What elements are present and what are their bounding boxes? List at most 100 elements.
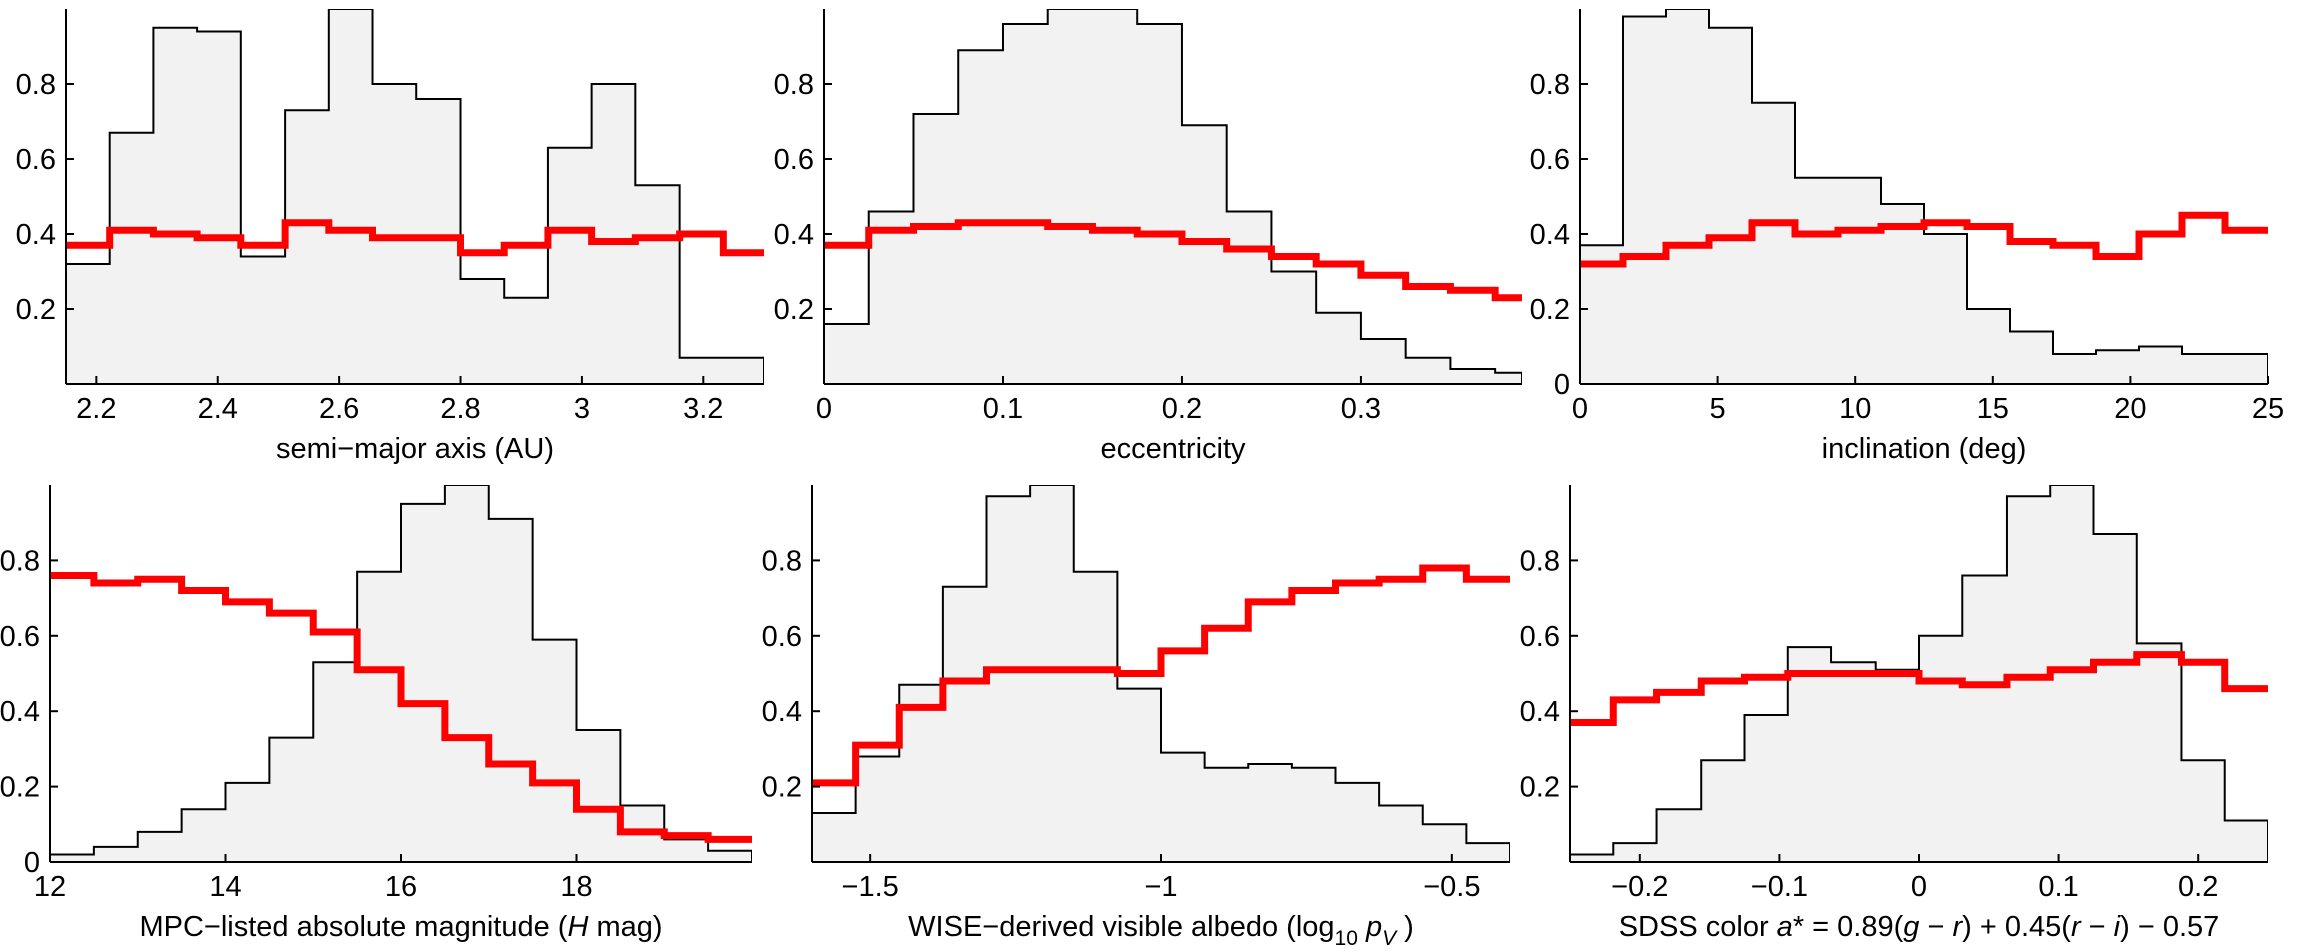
histogram-bin <box>504 298 548 384</box>
histogram-bin <box>197 32 241 385</box>
y-tick-label: 0.6 <box>16 144 56 176</box>
x-axis-label: eccentricity <box>1100 433 1246 465</box>
x-axis-label: inclination (deg) <box>1822 433 2027 465</box>
x-tick-label: 16 <box>385 871 417 903</box>
x-tick-label: 18 <box>560 871 592 903</box>
y-tick-label: 0.4 <box>1520 696 1560 728</box>
histogram-bin <box>2050 485 2093 862</box>
histogram-bin <box>1271 272 1316 385</box>
histogram-bin <box>592 84 636 384</box>
histogram-bin <box>373 84 417 384</box>
histogram-bin <box>1227 212 1272 385</box>
x-tick-label: −0.2 <box>1611 871 1668 903</box>
histogram-bin <box>913 114 958 384</box>
x-tick-label: 2.4 <box>198 393 238 425</box>
histogram-bin <box>1316 313 1361 384</box>
x-axis-label-part: a <box>1777 911 1793 943</box>
histogram-bin <box>1752 103 1795 384</box>
histogram-bin <box>94 847 138 862</box>
y-tick-label: 0.2 <box>1520 772 1560 804</box>
histogram-bin <box>2181 760 2224 862</box>
x-axis-label-part: r <box>1952 911 1963 943</box>
plot-area <box>50 485 752 862</box>
y-tick-label: 0.6 <box>774 144 814 176</box>
panel-5: −1.5 −1 −0.5 0.2 0.4 0.6 0.8 WISE−derived visib… <box>762 485 1510 950</box>
histogram-bin <box>577 730 621 862</box>
histogram-bin <box>329 9 373 384</box>
histogram-bin <box>1048 9 1093 384</box>
y-tick-label: 0.6 <box>0 621 40 653</box>
histogram-bin <box>1092 9 1137 384</box>
histogram-bin <box>461 279 505 384</box>
histogram-bin <box>489 519 533 862</box>
x-axis-label-part: r <box>2071 911 2082 943</box>
y-tick-label: 0.8 <box>762 545 802 577</box>
histogram-bin <box>723 358 764 384</box>
y-tick-label: 0.4 <box>0 696 40 728</box>
x-tick-label: 0.2 <box>1162 393 1202 425</box>
histogram-bin <box>2053 354 2096 384</box>
histogram-bin <box>708 851 752 862</box>
histogram-bin <box>1495 373 1522 384</box>
histogram-bin <box>1623 17 1666 385</box>
histogram-bin <box>869 212 914 385</box>
fraction-line <box>1570 651 2268 727</box>
x-tick-label: −0.1 <box>1751 871 1808 903</box>
histogram-bin <box>1450 369 1495 384</box>
histogram-bin <box>416 99 460 384</box>
histogram-bin <box>1570 854 1613 862</box>
histogram-bin <box>1205 768 1249 862</box>
histogram-bin <box>899 685 943 862</box>
histogram-bin <box>269 738 313 862</box>
x-tick-label: 0.2 <box>2178 871 2218 903</box>
histogram-bin <box>1003 24 1048 384</box>
panel-4: 12 14 16 18 0 0.2 0.4 0.6 0.8 MPC−listed absolute… <box>0 485 752 943</box>
histogram-bin <box>138 832 182 862</box>
histogram-bin <box>357 572 401 862</box>
x-axis-label: MPC−listed absolute magnitude (H mag) <box>139 911 662 943</box>
histogram-bin <box>445 485 489 862</box>
fraction-line <box>824 219 1522 302</box>
fraction-line <box>66 219 764 257</box>
x-axis-label: SDSS color a* = 0.89(g − r) + 0.45(r − i… <box>1619 911 2220 943</box>
x-tick-label: 2.6 <box>319 393 359 425</box>
histogram-bin <box>2137 643 2182 862</box>
x-tick-label: 0.1 <box>2038 871 2078 903</box>
y-tick-label: 0 <box>1554 369 1570 401</box>
histogram-bin <box>856 756 900 862</box>
histogram-bin <box>958 50 1003 384</box>
histogram-bin <box>1876 670 1919 862</box>
histogram-bin <box>1613 843 1656 862</box>
histogram-bin <box>1379 805 1423 862</box>
histogram-bin <box>1161 753 1205 862</box>
plot-area <box>66 9 764 384</box>
x-axis-label-part: MPC−listed absolute magnitude ( <box>139 911 567 943</box>
histogram-bin <box>548 148 592 384</box>
x-tick-label: 20 <box>2114 393 2146 425</box>
histogram-bin <box>226 783 270 862</box>
panel-2: 0 0.1 0.2 0.3 0.2 0.4 0.6 0.8 eccentricity <box>774 9 1522 465</box>
histogram-bin <box>313 662 357 862</box>
x-tick-label: 14 <box>209 871 241 903</box>
plot-area <box>824 9 1522 384</box>
x-axis-label-part: V <box>1382 927 1398 950</box>
histogram-bin <box>1466 843 1510 862</box>
histogram-bin <box>50 854 94 862</box>
y-tick-label: 0.2 <box>774 294 814 326</box>
x-axis-label-part: ) <box>1396 911 1414 943</box>
panel-1: 2.2 2.4 2.6 2.8 3 3.2 0.2 0.4 0.6 0.8 semi−major a… <box>16 9 764 465</box>
x-axis-label: semi−major axis (AU) <box>276 433 554 465</box>
histogram-bin <box>285 110 329 384</box>
y-tick-label: 0.2 <box>762 772 802 804</box>
histogram-bin <box>1745 715 1788 862</box>
histogram-bin <box>1919 636 1962 862</box>
histogram-bin <box>943 587 987 862</box>
histogram-outline <box>1570 485 2268 862</box>
y-tick-label: 0.2 <box>16 294 56 326</box>
x-tick-label: −0.5 <box>1423 871 1480 903</box>
histogram-bin <box>1248 764 1292 862</box>
histogram-bin <box>1831 662 1876 862</box>
histogram-bin <box>1336 783 1380 862</box>
histogram-bin <box>635 185 679 384</box>
plot-area <box>1580 9 2268 384</box>
